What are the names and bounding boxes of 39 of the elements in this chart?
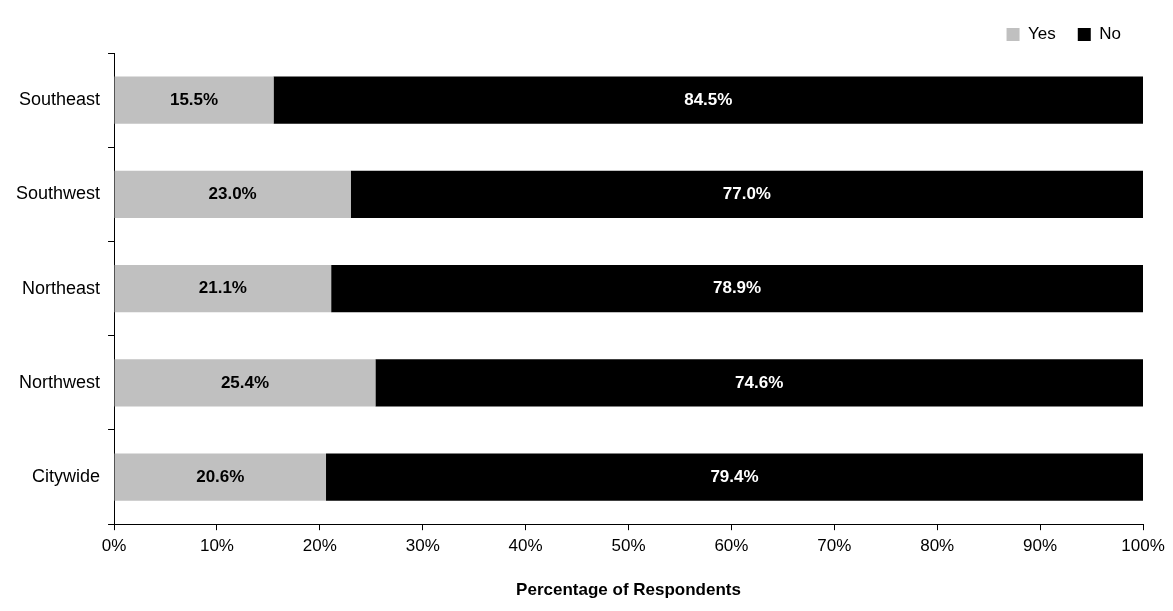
y-tick-label: Northeast (22, 277, 101, 298)
data-label: 23.0% (208, 184, 257, 204)
bar (375, 359, 1143, 407)
bar (331, 265, 1143, 313)
x-tick-label: 60% (714, 536, 749, 556)
x-tick-label: 70% (817, 536, 852, 556)
bar (326, 453, 1143, 501)
bar (350, 170, 1143, 218)
bar (114, 76, 274, 124)
bar (114, 359, 376, 407)
data-label: 84.5% (684, 89, 733, 109)
y-tick-label: Northwest (19, 371, 101, 392)
data-label: 15.5% (169, 89, 219, 109)
data-label: 25.4% (220, 372, 270, 392)
x-tick-label: 0% (101, 536, 127, 556)
y-tick-label: Southwest (15, 183, 101, 204)
data-label: 74.6% (735, 372, 784, 392)
x-axis-title: Percentage of Respondents (516, 580, 741, 600)
x-tick-label: 30% (405, 536, 440, 556)
legend-label: Yes (1028, 24, 1056, 44)
x-tick-label: 80% (920, 536, 955, 556)
x-tick-label: 100% (1121, 536, 1165, 556)
data-label: 78.9% (712, 278, 762, 298)
legend-label: No (1099, 24, 1121, 44)
y-tick-label: Southeast (18, 89, 101, 110)
bar (114, 265, 332, 313)
x-tick-label: 40% (508, 536, 543, 556)
x-tick-label: 10% (199, 536, 234, 556)
x-tick-label: 20% (302, 536, 337, 556)
bar (114, 170, 351, 218)
data-label: 79.4% (710, 466, 759, 486)
data-label: 20.6% (196, 466, 245, 486)
bar (273, 76, 1143, 124)
data-label: 77.0% (722, 184, 771, 204)
bar (114, 453, 327, 501)
x-tick-label: 90% (1023, 536, 1058, 556)
y-tick-label: Citywide (32, 466, 101, 487)
data-label: 21.1% (198, 278, 247, 298)
x-tick-label: 50% (611, 536, 646, 556)
